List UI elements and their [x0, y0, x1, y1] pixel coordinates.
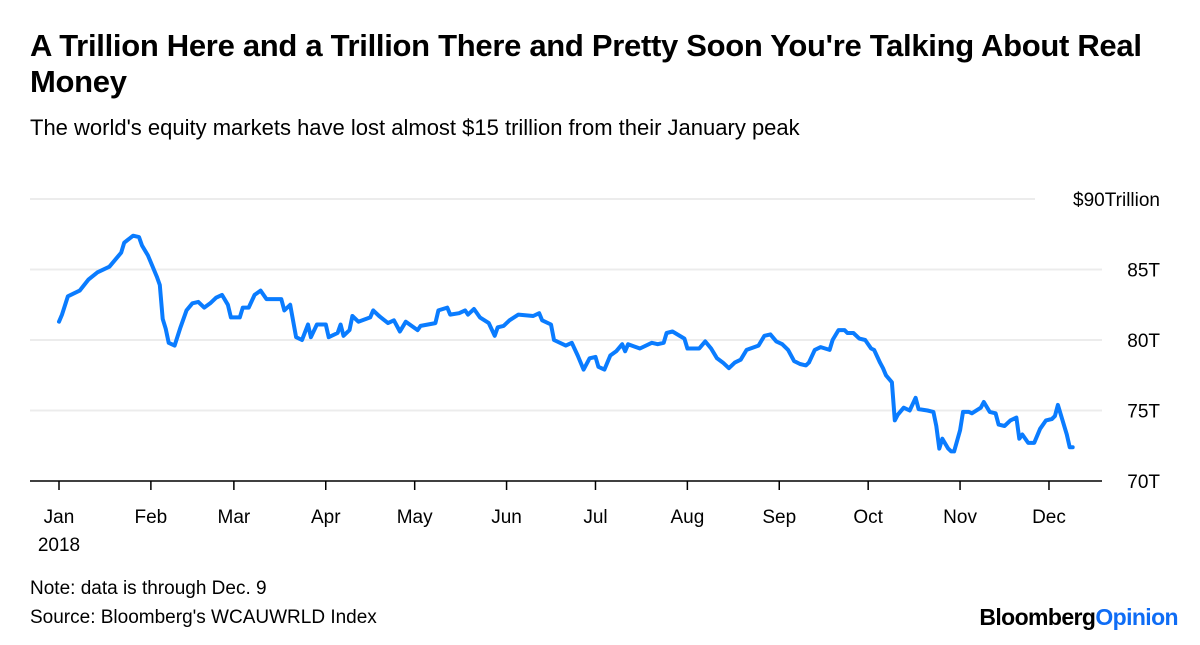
y-tick-label: 80T	[1127, 331, 1160, 352]
x-tick-label: May	[397, 507, 433, 528]
x-tick-label: Apr	[311, 507, 341, 528]
y-tick-label: 70T	[1127, 472, 1160, 493]
x-tick-sublabel: 2018	[38, 535, 80, 556]
y-tick-label: 75T	[1127, 402, 1160, 423]
x-tick-label: Jul	[583, 507, 607, 528]
x-tick-label: Jun	[491, 507, 522, 528]
note-text: Note: data is through Dec. 9	[30, 578, 267, 599]
chart-title: A Trillion Here and a Trillion There and…	[30, 28, 1142, 99]
y-tick-label: 85T	[1127, 261, 1160, 282]
logo-bloomberg: Bloomberg	[979, 604, 1096, 630]
chart-subtitle: The world's equity markets have lost alm…	[30, 115, 800, 140]
x-tick-label: Oct	[853, 507, 883, 528]
x-tick-label: Aug	[670, 507, 704, 528]
x-tick-label: Sep	[762, 507, 796, 528]
x-axis: Jan 2018 Feb Mar Apr May Jun Jul Aug Sep Oct Nov Dec	[30, 480, 1102, 556]
y-axis-labels: $90Trillion 85T 80T 75T 70T	[1073, 190, 1160, 493]
x-tick-label: Jan	[44, 507, 75, 528]
bloomberg-opinion-logo: BloombergOpinion	[979, 604, 1178, 631]
source-text: Source: Bloomberg's WCAUWRLD Index	[30, 607, 377, 628]
x-tick-label: Mar	[218, 507, 251, 528]
x-tick-label: Dec	[1032, 507, 1066, 528]
logo-opinion: Opinion	[1095, 604, 1178, 630]
x-tick-label: Nov	[943, 507, 977, 528]
y-tick-label: $90Trillion	[1073, 190, 1160, 211]
x-tick-label: Feb	[135, 507, 168, 528]
series-line	[57, 233, 1075, 454]
